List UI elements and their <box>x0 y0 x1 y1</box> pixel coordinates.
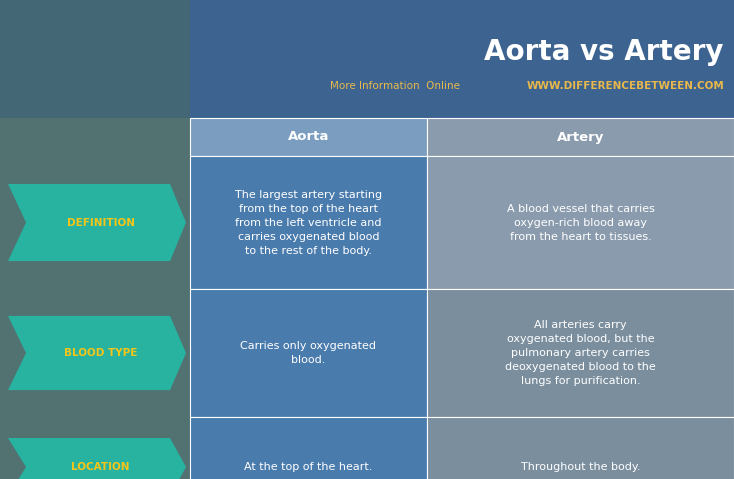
Text: Carries only oxygenated
blood.: Carries only oxygenated blood. <box>241 341 377 365</box>
Text: A blood vessel that carries
oxygen-rich blood away
from the heart to tissues.: A blood vessel that carries oxygen-rich … <box>506 204 655 241</box>
FancyBboxPatch shape <box>190 417 427 479</box>
FancyBboxPatch shape <box>0 0 734 118</box>
FancyBboxPatch shape <box>427 118 734 156</box>
Text: Aorta vs Artery: Aorta vs Artery <box>484 38 724 66</box>
Text: Artery: Artery <box>557 130 604 144</box>
Polygon shape <box>8 316 186 390</box>
Text: More Information  Online: More Information Online <box>330 81 460 91</box>
Text: All arteries carry
oxygenated blood, but the
pulmonary artery carries
deoxygenat: All arteries carry oxygenated blood, but… <box>505 320 656 386</box>
Polygon shape <box>8 438 186 479</box>
Text: LOCATION: LOCATION <box>71 462 130 472</box>
Polygon shape <box>8 184 186 261</box>
Text: At the top of the heart.: At the top of the heart. <box>244 462 373 472</box>
FancyBboxPatch shape <box>427 156 734 289</box>
Text: WWW.DIFFERENCEBETWEEN.COM: WWW.DIFFERENCEBETWEEN.COM <box>526 81 724 91</box>
FancyBboxPatch shape <box>190 156 427 289</box>
Text: The largest artery starting
from the top of the heart
from the left ventricle an: The largest artery starting from the top… <box>235 190 382 255</box>
Text: BLOOD TYPE: BLOOD TYPE <box>64 348 137 358</box>
FancyBboxPatch shape <box>0 0 190 479</box>
FancyBboxPatch shape <box>190 289 427 417</box>
FancyBboxPatch shape <box>190 118 427 156</box>
Text: DEFINITION: DEFINITION <box>67 217 134 228</box>
Text: Throughout the body.: Throughout the body. <box>520 462 640 472</box>
FancyBboxPatch shape <box>427 289 734 417</box>
Text: Aorta: Aorta <box>288 130 329 144</box>
FancyBboxPatch shape <box>427 417 734 479</box>
